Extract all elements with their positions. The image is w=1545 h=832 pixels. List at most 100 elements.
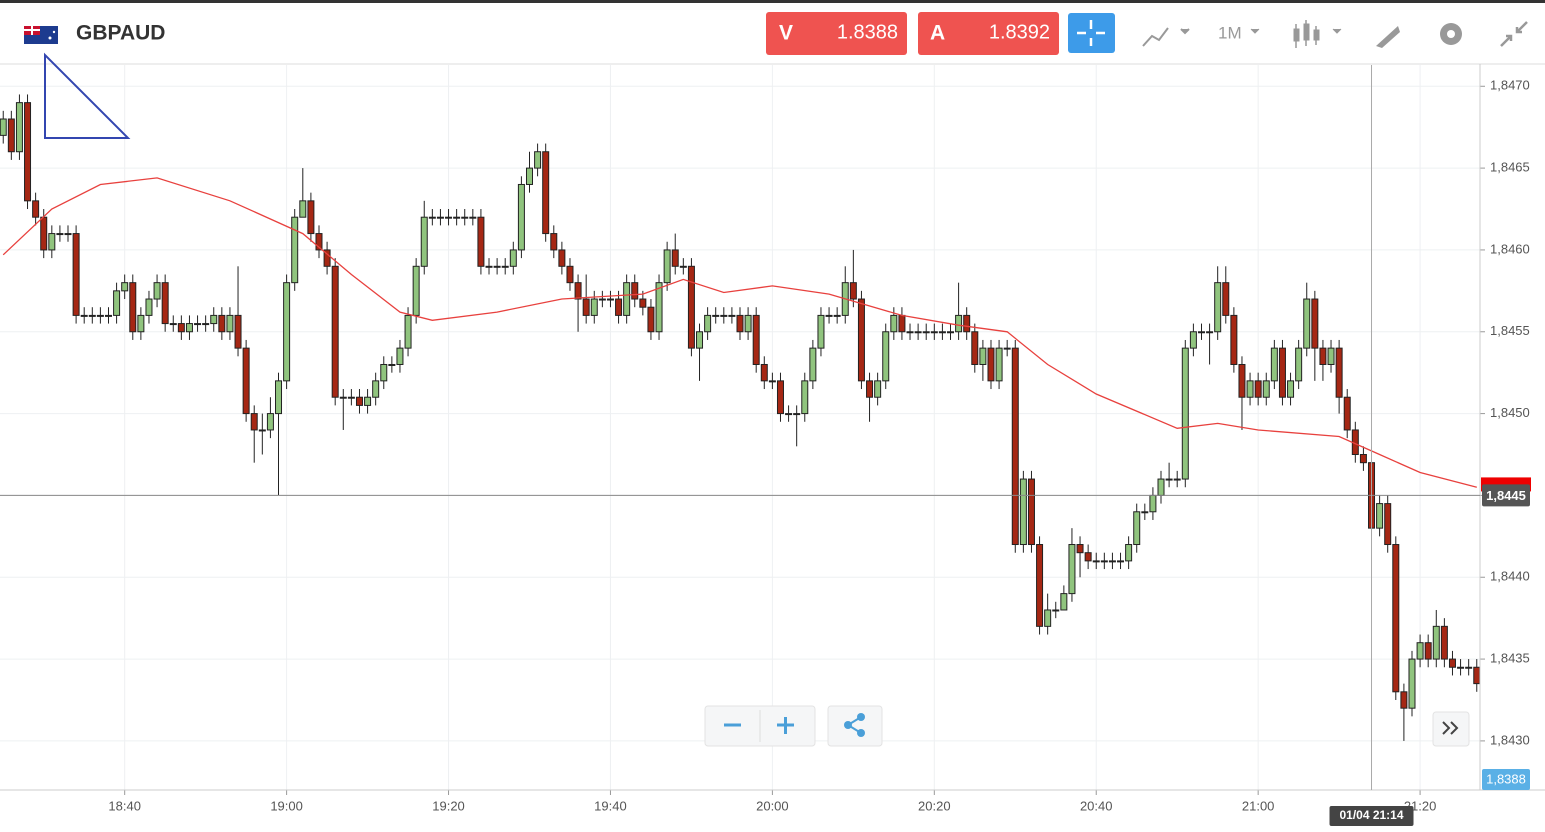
- share[interactable]: [844, 713, 865, 737]
- candle-body: [631, 282, 639, 300]
- candle-body: [963, 314, 971, 333]
- timeframe-arrow: [1250, 28, 1260, 34]
- plot: 1,8430 1,8435 1,8440 1,8445 1,8450 1,8455 1,84…: [0, 65, 1530, 813]
- candle-body: [768, 380, 776, 383]
- candle-body: [1100, 560, 1108, 563]
- candle-body: [1335, 347, 1343, 398]
- candle-body: [558, 249, 566, 267]
- candle-body: [525, 167, 533, 185]
- candle-body: [1044, 609, 1052, 627]
- candle-body: [606, 298, 614, 301]
- candle-body: [1181, 347, 1189, 480]
- candle-body: [866, 380, 874, 398]
- candle-body: [364, 396, 372, 406]
- x-tick-label: 18:40: [108, 798, 141, 813]
- candle-body: [275, 380, 283, 415]
- candle-body: [1400, 691, 1408, 709]
- candle-body: [1068, 544, 1076, 595]
- candles-button[interactable]: [1293, 20, 1342, 48]
- candle-body: [1206, 331, 1214, 334]
- candle-body: [938, 331, 946, 334]
- candle-body: [760, 363, 768, 382]
- candle-body: [226, 314, 234, 333]
- candle-body: [979, 347, 987, 365]
- candle-body: [299, 200, 307, 218]
- y-tick-label: 1,8455: [1490, 323, 1530, 338]
- zoom-controls: [704, 705, 1470, 747]
- buy-button[interactable]: [918, 12, 1059, 55]
- candle-body: [1133, 511, 1141, 546]
- candle-body: [1424, 642, 1432, 660]
- collapse-button[interactable]: [1500, 21, 1528, 47]
- candle-body: [396, 347, 404, 365]
- candle-body: [728, 314, 736, 317]
- candle-body: [922, 331, 930, 334]
- candle-body: [485, 265, 493, 268]
- draw-button[interactable]: [1376, 26, 1400, 48]
- crosshair-button[interactable]: [1068, 13, 1115, 53]
- candle-body: [1295, 347, 1303, 382]
- candle-body: [857, 298, 865, 382]
- candle-body: [412, 265, 420, 316]
- candle-body: [501, 265, 509, 268]
- candle-body: [615, 298, 623, 316]
- candle-body: [72, 233, 80, 316]
- candle-body: [1092, 560, 1100, 563]
- candle-body: [1165, 478, 1173, 481]
- candle-body: [793, 413, 801, 416]
- candle-body: [56, 233, 64, 236]
- candle-body: [80, 314, 88, 317]
- candle-body: [1457, 666, 1465, 669]
- settings-button[interactable]: [1440, 23, 1462, 45]
- sell-button[interactable]: [766, 12, 907, 55]
- zoom-in[interactable]: [777, 717, 794, 734]
- candle-body: [40, 216, 48, 251]
- candle-body: [380, 363, 388, 382]
- candle-body: [1036, 544, 1044, 627]
- candle-body: [663, 249, 671, 284]
- candle-body: [234, 314, 242, 349]
- candle-body: [517, 183, 525, 251]
- chart-type-button[interactable]: [1142, 27, 1190, 47]
- candle-body: [550, 233, 558, 251]
- candle-body: [113, 290, 121, 316]
- candle-body: [914, 331, 922, 334]
- candle-body: [930, 331, 938, 334]
- candle-body: [1027, 478, 1035, 546]
- candle-body: [161, 282, 169, 325]
- candle-body: [1408, 658, 1416, 709]
- candle-body: [1076, 544, 1084, 554]
- candle-body: [1392, 544, 1400, 693]
- top-edge: [0, 0, 1545, 3]
- candle-body: [1432, 625, 1440, 660]
- candle-body: [898, 314, 906, 333]
- candle-body: [1117, 560, 1125, 563]
- candle-body: [833, 314, 841, 317]
- candle-body: [48, 233, 56, 251]
- candle-body: [1262, 380, 1270, 398]
- x-tick-label: 19:40: [594, 798, 627, 813]
- timeframe[interactable]: 1M: [1218, 23, 1242, 42]
- candle-body: [96, 314, 104, 317]
- candle-body: [890, 314, 898, 333]
- candle-body: [566, 265, 574, 284]
- candle-body: [744, 314, 752, 333]
- candle-body: [704, 314, 712, 333]
- candle-body: [1287, 380, 1295, 398]
- candle-body: [1003, 347, 1011, 350]
- candle-body: [0, 118, 7, 136]
- candle-body: [696, 331, 704, 349]
- bid-box: [1482, 769, 1530, 790]
- candle-body: [291, 216, 299, 284]
- candle-body: [1052, 609, 1060, 612]
- candle-body: [874, 380, 882, 398]
- candle-body: [736, 314, 744, 333]
- y-tick-label: 1,8435: [1490, 651, 1530, 666]
- bid-label: 1,8388: [1486, 771, 1526, 786]
- candle-body: [987, 347, 995, 382]
- candle-body: [64, 233, 72, 236]
- scroll-right[interactable]: [1442, 721, 1459, 735]
- crosshair-x-box: [1329, 806, 1414, 826]
- y-tick-label: 1,8470: [1490, 78, 1530, 93]
